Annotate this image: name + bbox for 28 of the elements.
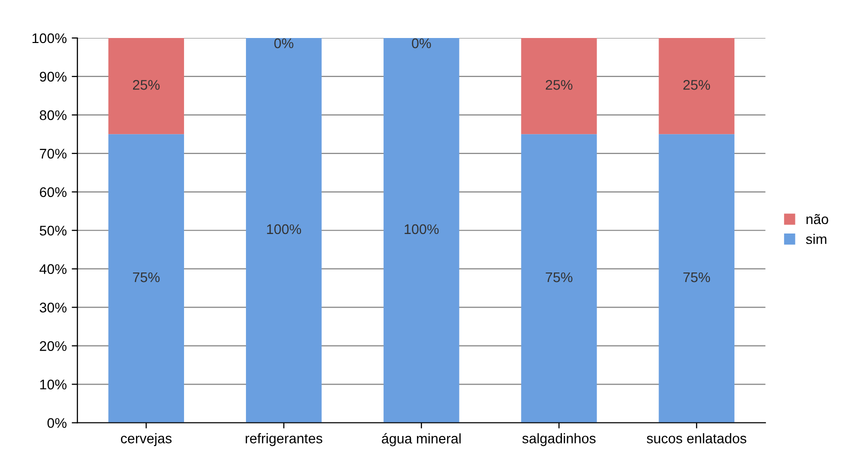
x-tick-label: refrigerantes bbox=[246, 433, 322, 446]
data-label: 75% bbox=[683, 272, 710, 282]
x-tick-label: água mineral bbox=[382, 433, 461, 446]
x-tick-label: cervejas bbox=[120, 433, 172, 446]
data-label: 25% bbox=[133, 80, 160, 90]
data-label: 100% bbox=[267, 224, 302, 234]
data-label: 25% bbox=[546, 80, 572, 90]
data-label: 0% bbox=[412, 38, 431, 48]
y-tick-label: 100% bbox=[32, 33, 66, 44]
y-tick-label: 80% bbox=[40, 110, 66, 120]
data-label: 100% bbox=[404, 224, 439, 234]
x-tick-label: salgadinhos bbox=[522, 433, 596, 446]
legend-label: sim bbox=[806, 234, 826, 244]
data-label: 75% bbox=[546, 272, 572, 282]
y-tick-label: 70% bbox=[40, 148, 66, 159]
data-label: 75% bbox=[133, 272, 160, 282]
legend-label: não bbox=[806, 214, 828, 224]
data-label: 25% bbox=[683, 80, 710, 90]
y-tick-label: 10% bbox=[40, 380, 66, 390]
y-tick-label: 40% bbox=[40, 264, 66, 274]
data-label: 0% bbox=[274, 38, 294, 48]
y-tick-label: 50% bbox=[40, 226, 66, 236]
y-tick-label: 20% bbox=[40, 341, 66, 351]
y-tick-label: 90% bbox=[40, 72, 66, 82]
y-tick-label: 0% bbox=[47, 418, 66, 428]
y-tick-label: 30% bbox=[40, 302, 66, 312]
y-tick-label: 60% bbox=[40, 187, 66, 198]
x-tick-label: sucos enlatados bbox=[646, 433, 746, 444]
